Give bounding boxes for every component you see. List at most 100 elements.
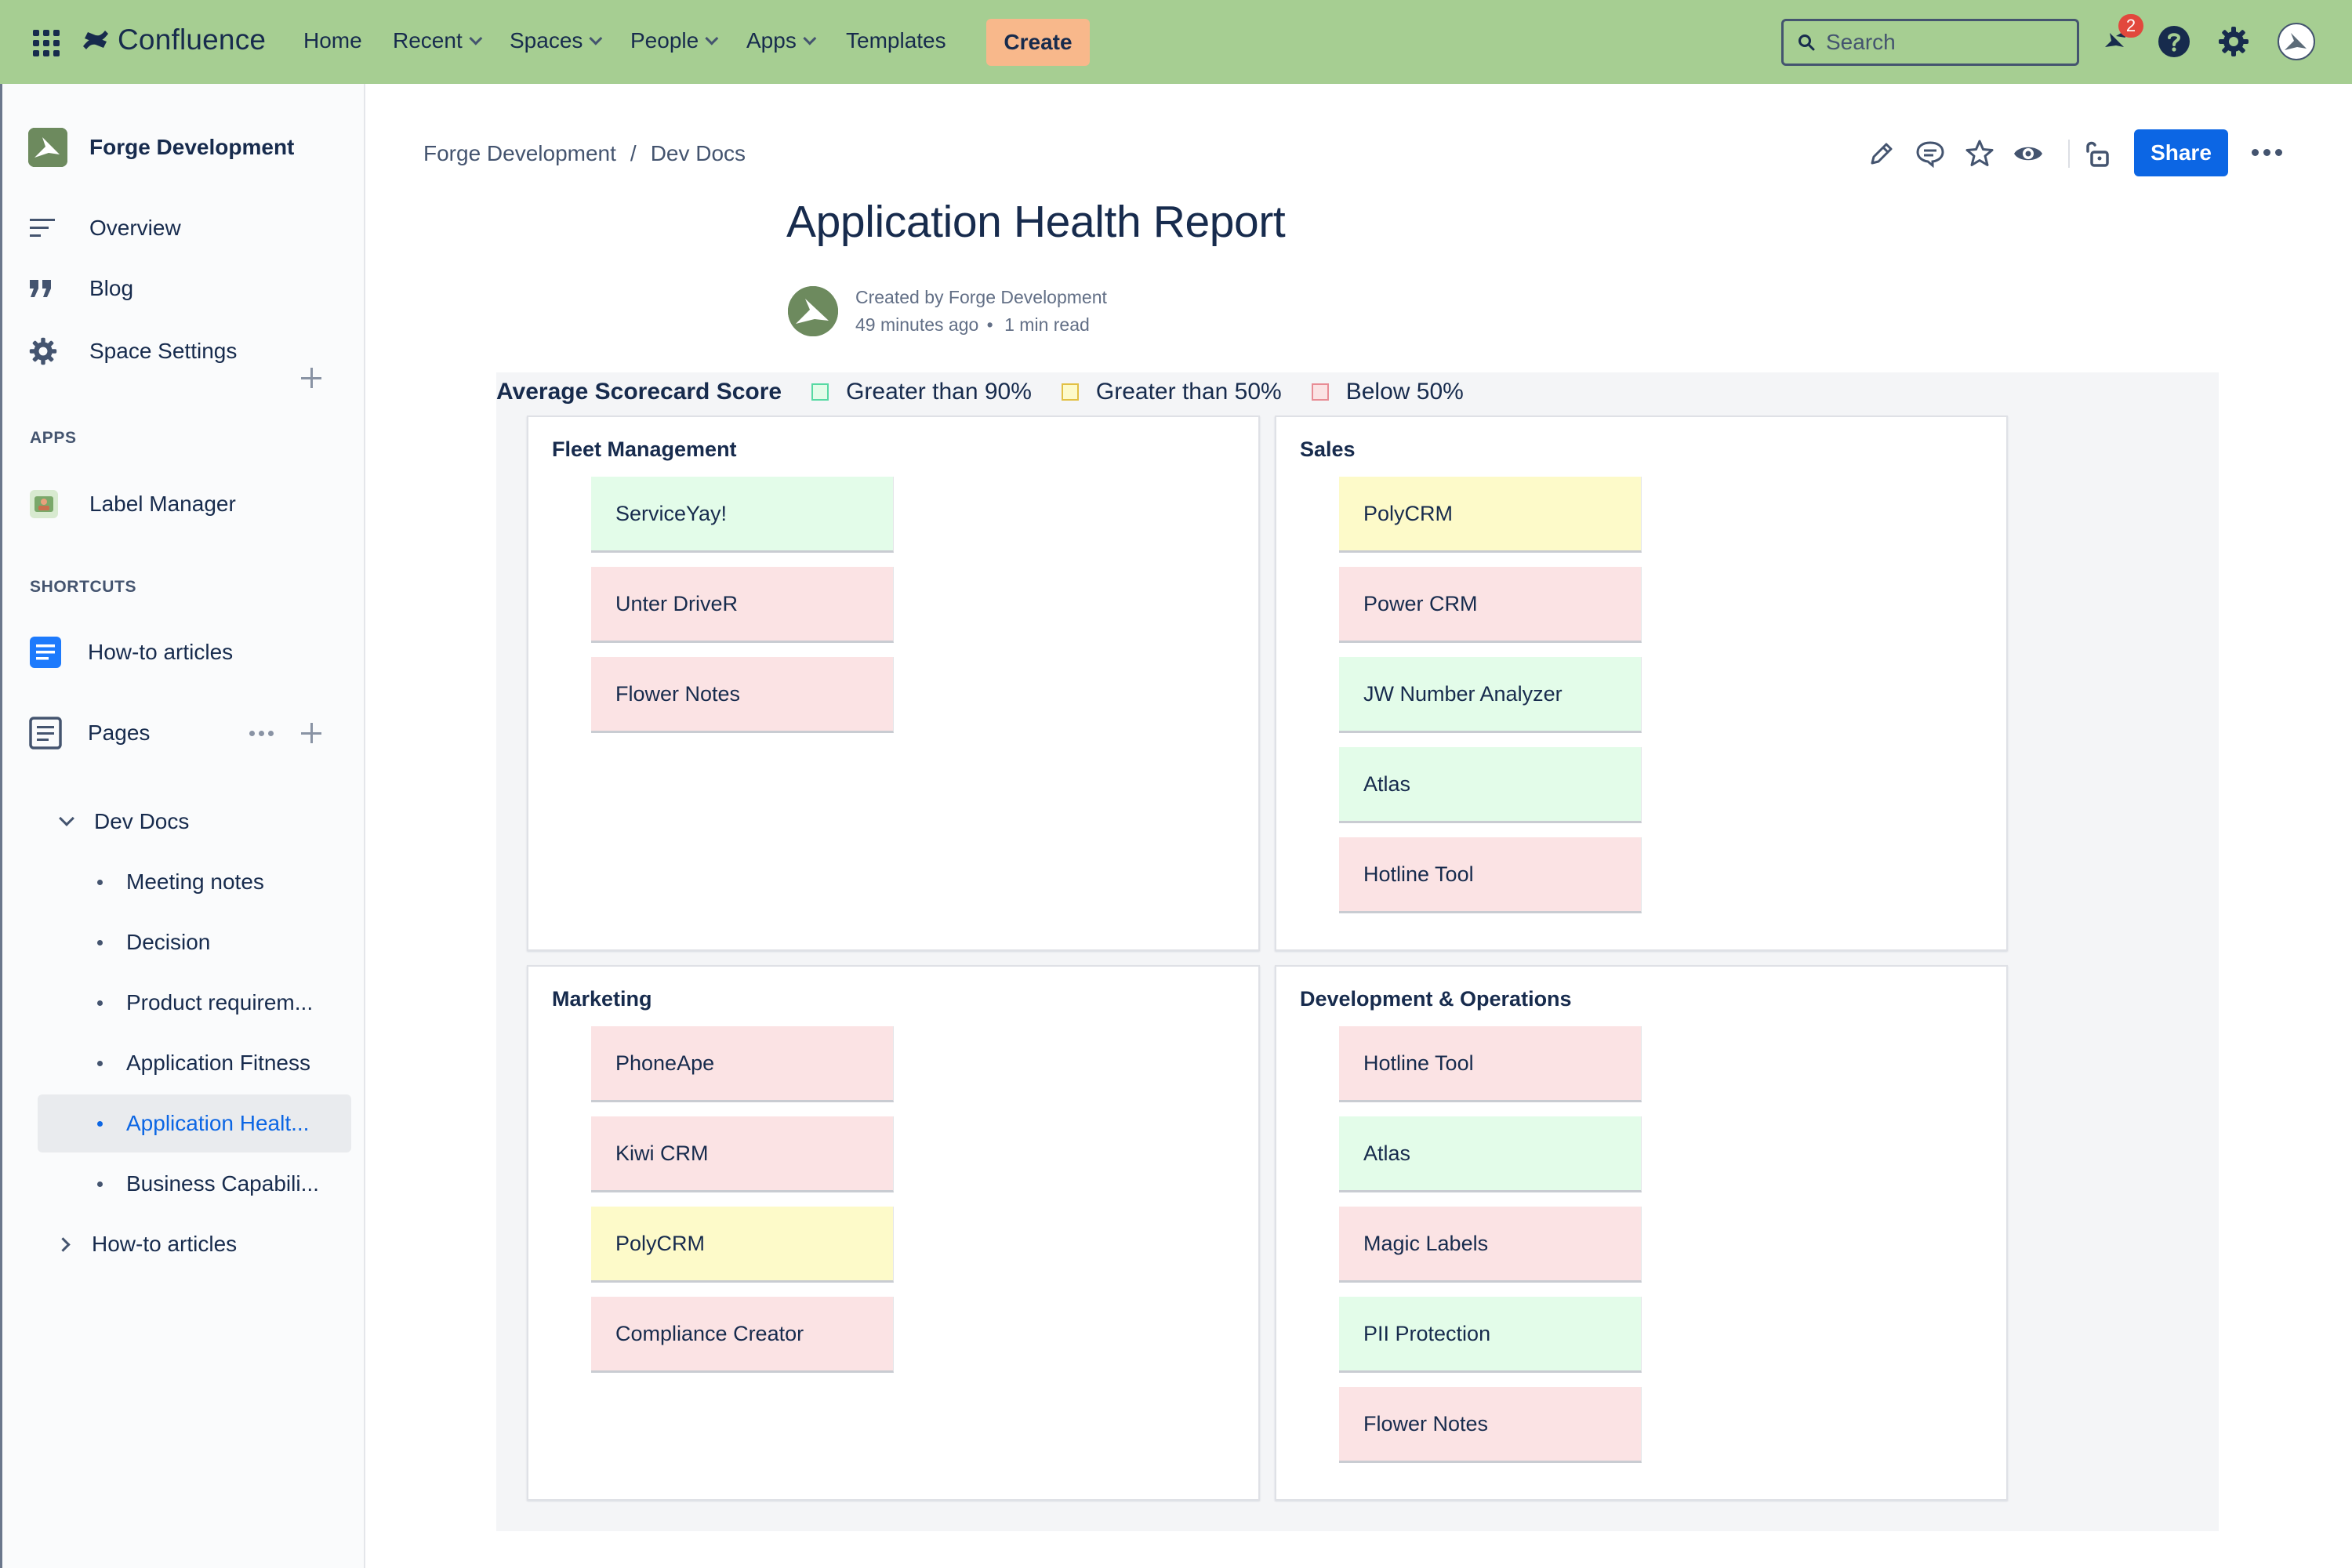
space-header[interactable]: Forge Development bbox=[28, 128, 294, 167]
tree-item-how-to-articles[interactable]: How-to articles bbox=[38, 1215, 351, 1273]
nav-people[interactable]: People bbox=[630, 28, 719, 53]
tree-item-dev-docs[interactable]: Dev Docs bbox=[38, 793, 351, 851]
scorecard-legend: Average Scorecard Score Greater than 90%… bbox=[496, 376, 1464, 408]
tree-item-label: Dev Docs bbox=[94, 809, 190, 833]
legend-swatch-yellow bbox=[1061, 383, 1079, 401]
search-input[interactable]: Search bbox=[1781, 19, 2079, 66]
panel-fleet-management: Fleet Management ServiceYay! Unter DriveR… bbox=[527, 416, 1260, 951]
more-actions-icon[interactable] bbox=[2252, 149, 2287, 156]
edit-pencil-icon[interactable] bbox=[1866, 138, 1897, 169]
nav-apps-label: Apps bbox=[746, 28, 797, 53]
app-card[interactable]: Hotline Tool bbox=[1339, 837, 1642, 913]
notification-badge: 2 bbox=[2118, 14, 2143, 38]
app-card[interactable]: PhoneApe bbox=[591, 1026, 894, 1102]
app-card[interactable]: JW Number Analyzer bbox=[1339, 657, 1642, 733]
user-avatar[interactable] bbox=[2277, 22, 2316, 61]
tree-item-business-capabilities[interactable]: Business Capabili... bbox=[38, 1155, 351, 1213]
page-byline: Created by Forge Development 49 minutes … bbox=[788, 284, 1107, 339]
author-avatar[interactable] bbox=[788, 286, 838, 336]
nav-spaces-label: Spaces bbox=[510, 28, 583, 53]
breadcrumb-separator: / bbox=[630, 141, 637, 165]
bullet-icon bbox=[97, 1120, 103, 1127]
breadcrumb-parent-link[interactable]: Dev Docs bbox=[650, 141, 746, 165]
sidebar-item-label: Overview bbox=[89, 216, 181, 240]
legend-label-red: Below 50% bbox=[1345, 379, 1464, 405]
app-switcher-icon[interactable] bbox=[33, 30, 60, 56]
watch-eye-icon[interactable] bbox=[2013, 138, 2044, 169]
pages-icon bbox=[28, 716, 64, 750]
app-card[interactable]: Flower Notes bbox=[591, 657, 894, 733]
breadcrumb-space-link[interactable]: Forge Development bbox=[423, 141, 616, 165]
nav-recent[interactable]: Recent bbox=[393, 28, 483, 53]
tree-item-label: Application Healt... bbox=[126, 1111, 310, 1135]
top-navigation: Confluence Home Recent Spaces People App… bbox=[0, 0, 2352, 84]
app-card[interactable]: Compliance Creator bbox=[591, 1297, 894, 1373]
app-card[interactable]: Atlas bbox=[1339, 747, 1642, 823]
share-button[interactable]: Share bbox=[2134, 129, 2228, 176]
toolbar-divider bbox=[2068, 140, 2070, 168]
add-page-plus-icon[interactable] bbox=[301, 723, 321, 743]
app-card[interactable]: Power CRM bbox=[1339, 567, 1642, 643]
legend-title: Average Scorecard Score bbox=[496, 379, 782, 405]
nav-templates[interactable]: Templates bbox=[846, 28, 946, 53]
tree-item-meeting-notes[interactable]: Meeting notes bbox=[38, 853, 351, 911]
sidebar-item-pages[interactable]: Pages bbox=[28, 716, 150, 750]
settings-gear-icon[interactable] bbox=[2216, 24, 2252, 60]
restrictions-lock-icon[interactable] bbox=[2081, 138, 2112, 169]
sidebar-item-label: Pages bbox=[88, 720, 151, 745]
tree-item-application-health[interactable]: Application Healt... bbox=[38, 1094, 351, 1152]
app-card[interactable]: ServiceYay! bbox=[591, 477, 894, 553]
tree-item-label: Decision bbox=[126, 930, 211, 954]
nav-home-label: Home bbox=[303, 28, 362, 53]
search-icon bbox=[1798, 34, 1815, 51]
tree-item-label: Meeting notes bbox=[126, 869, 264, 894]
chevron-down-icon bbox=[469, 31, 483, 45]
sidebar-item-label-manager[interactable]: Label Manager bbox=[28, 488, 236, 520]
sidebar-item-blog[interactable]: Blog bbox=[28, 276, 133, 301]
sidebar-item-label: Space Settings bbox=[89, 339, 238, 363]
star-icon[interactable] bbox=[1964, 138, 1995, 169]
legend-swatch-red bbox=[1311, 383, 1329, 401]
app-card[interactable]: Kiwi CRM bbox=[591, 1116, 894, 1192]
bullet-icon bbox=[97, 1181, 103, 1187]
confluence-logo[interactable]: Confluence bbox=[80, 24, 266, 56]
section-heading-apps: APPS bbox=[30, 429, 77, 447]
app-card[interactable]: Atlas bbox=[1339, 1116, 1642, 1192]
tree-item-decision[interactable]: Decision bbox=[38, 913, 351, 971]
sidebar-item-space-settings[interactable]: Space Settings bbox=[28, 336, 237, 366]
help-icon[interactable] bbox=[2156, 24, 2192, 60]
tree-item-application-fitness[interactable]: Application Fitness bbox=[38, 1034, 351, 1092]
comment-icon[interactable] bbox=[1915, 138, 1946, 169]
panel-title: Development & Operations bbox=[1300, 987, 1572, 1011]
pages-more-icon[interactable] bbox=[249, 731, 274, 736]
tree-item-product-requirements[interactable]: Product requirem... bbox=[38, 974, 351, 1032]
nav-recent-label: Recent bbox=[393, 28, 463, 53]
space-name: Forge Development bbox=[89, 135, 295, 159]
app-card[interactable]: PolyCRM bbox=[1339, 477, 1642, 553]
create-button[interactable]: Create bbox=[986, 19, 1090, 66]
nav-home[interactable]: Home bbox=[303, 28, 362, 53]
breadcrumb: Forge Development / Dev Docs bbox=[423, 141, 746, 166]
byline-author[interactable]: Created by Forge Development bbox=[855, 287, 1107, 307]
app-card[interactable]: Hotline Tool bbox=[1339, 1026, 1642, 1102]
app-card[interactable]: PolyCRM bbox=[591, 1207, 894, 1283]
panel-development-operations: Development & Operations Hotline Tool Atl… bbox=[1275, 965, 2008, 1501]
app-card[interactable]: Flower Notes bbox=[1339, 1387, 1642, 1463]
sidebar-shortcut-how-to-articles[interactable]: How-to articles bbox=[28, 635, 233, 670]
nav-people-label: People bbox=[630, 28, 699, 53]
chevron-down-icon bbox=[589, 31, 603, 45]
bullet-icon bbox=[97, 939, 103, 946]
app-card[interactable]: PII Protection bbox=[1339, 1297, 1642, 1373]
chevron-down-icon bbox=[803, 31, 817, 45]
section-heading-shortcuts: SHORTCUTS bbox=[30, 578, 137, 596]
sidebar-item-overview[interactable]: Overview bbox=[28, 216, 181, 241]
sidebar-edge bbox=[0, 84, 2, 1568]
page-title: Application Health Report bbox=[786, 197, 1286, 247]
legend-label-yellow: Greater than 50% bbox=[1095, 379, 1282, 405]
add-blog-plus-icon[interactable] bbox=[301, 368, 321, 388]
app-card[interactable]: Magic Labels bbox=[1339, 1207, 1642, 1283]
nav-spaces[interactable]: Spaces bbox=[510, 28, 603, 53]
product-name: Confluence bbox=[118, 24, 267, 56]
nav-apps[interactable]: Apps bbox=[746, 28, 817, 53]
app-card[interactable]: Unter DriveR bbox=[591, 567, 894, 643]
